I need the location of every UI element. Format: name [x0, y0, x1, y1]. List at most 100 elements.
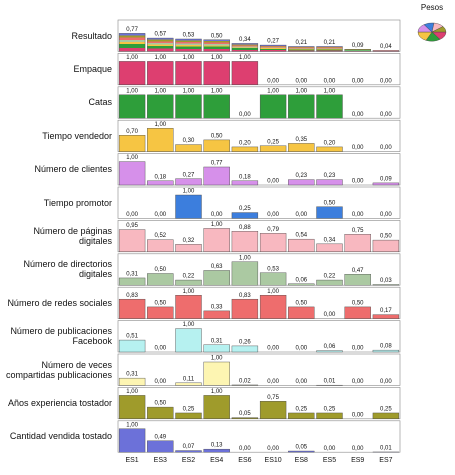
- bar: [288, 450, 315, 453]
- value-label: 0,17: [380, 308, 392, 314]
- x-tick-label: ES9: [351, 457, 364, 464]
- value-label: 0,00: [211, 212, 223, 218]
- x-tick-label: ES2: [182, 457, 195, 464]
- bar: [147, 180, 174, 186]
- value-label: 0,00: [352, 145, 364, 151]
- bar: [231, 345, 259, 353]
- value-label: 0,32: [183, 238, 195, 244]
- value-label: 0,33: [211, 304, 223, 310]
- value-label: 0,00: [352, 446, 364, 452]
- value-label: 0,51: [126, 334, 138, 340]
- bar: [118, 161, 146, 186]
- value-label: 1,00: [239, 255, 251, 261]
- bar: [372, 349, 400, 353]
- bar: [118, 428, 146, 453]
- bar: [175, 450, 202, 453]
- bar: [288, 46, 315, 52]
- value-label: 1,00: [126, 389, 138, 395]
- bar: [203, 310, 230, 319]
- bar: [118, 94, 146, 119]
- value-label: 0,25: [295, 407, 307, 413]
- plot-frame: [117, 220, 401, 253]
- bar: [203, 94, 230, 119]
- bar: [288, 412, 315, 420]
- bar: [231, 180, 259, 186]
- value-label: 0,77: [211, 161, 223, 167]
- value-label: 0,00: [267, 78, 279, 84]
- x-tick-label: ES6: [238, 457, 251, 464]
- bar: [147, 37, 174, 52]
- x-tick-label: ES1: [125, 457, 138, 464]
- bar: [175, 382, 202, 386]
- row-title: Número de directorios digitales: [23, 259, 112, 280]
- bar: [203, 139, 230, 152]
- bar: [203, 39, 230, 52]
- bar: [175, 295, 202, 319]
- value-label: 0,01: [380, 446, 392, 452]
- value-label: 0,00: [380, 379, 392, 385]
- value-label: 0,00: [324, 312, 336, 318]
- bar: [118, 377, 146, 386]
- bar: [316, 412, 343, 420]
- value-label: 1,00: [126, 55, 138, 61]
- value-label: 0,50: [211, 33, 223, 39]
- value-label: 0,00: [267, 346, 279, 352]
- value-label: 0,75: [352, 228, 364, 234]
- bar: [231, 61, 259, 86]
- value-label: 0,18: [239, 174, 251, 180]
- bar: [147, 127, 174, 152]
- value-label: 1,00: [267, 88, 279, 94]
- bar: [259, 401, 287, 419]
- plot-frame: [117, 353, 401, 386]
- bar: [316, 179, 343, 186]
- bar: [288, 283, 315, 286]
- bar: [147, 273, 174, 286]
- bar: [231, 212, 259, 219]
- x-tick-label: ES5: [323, 457, 336, 464]
- bar: [118, 61, 146, 86]
- bar: [118, 277, 146, 286]
- bar: [372, 412, 400, 420]
- bar: [203, 395, 230, 419]
- value-label: 0,00: [239, 112, 251, 118]
- bar: [288, 306, 315, 319]
- row-title: Resultado: [71, 30, 112, 41]
- bar: [203, 361, 230, 386]
- value-label: 0,11: [183, 376, 195, 382]
- plot-frame: [117, 86, 401, 119]
- value-label: 1,00: [183, 88, 195, 94]
- value-label: 0,25: [239, 206, 251, 212]
- bar: [316, 46, 343, 52]
- bar: [288, 143, 315, 152]
- row-title: Tiempo vendedor: [42, 130, 112, 141]
- row-title: Número de veces compartidas publicacione…: [5, 359, 112, 380]
- bar: [118, 339, 146, 353]
- bar: [203, 228, 230, 252]
- bar: [175, 38, 202, 52]
- row-title: Cantidad vendida tostado: [9, 431, 112, 442]
- value-label: 0,21: [324, 40, 336, 46]
- value-label: 0,00: [126, 212, 138, 218]
- bar: [147, 61, 174, 86]
- value-label: 1,00: [211, 389, 223, 395]
- value-label: 0,47: [352, 268, 364, 274]
- value-label: 0,09: [352, 43, 364, 49]
- bar: [288, 94, 315, 119]
- bar: [344, 274, 371, 286]
- plot-frame: [117, 320, 401, 353]
- bar: [175, 144, 202, 152]
- bar: [316, 146, 343, 152]
- plot-frame: [117, 53, 401, 86]
- value-label: 1,00: [126, 155, 138, 161]
- value-label: 1,00: [126, 422, 138, 428]
- bar: [259, 44, 287, 52]
- row-title: Tiempo promotor: [43, 197, 112, 208]
- bar: [372, 50, 400, 52]
- x-tick-label: ES7: [379, 457, 392, 464]
- bar: [259, 145, 287, 152]
- bar: [231, 298, 259, 319]
- value-label: 1,00: [239, 55, 251, 61]
- value-label: 0,18: [154, 174, 166, 180]
